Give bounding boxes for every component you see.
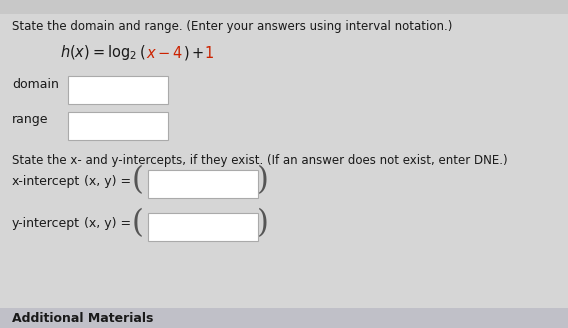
Bar xyxy=(68,76,168,104)
Text: ): ) xyxy=(257,166,269,196)
Text: $) + $: $) + $ xyxy=(183,44,204,62)
Text: Additional Materials: Additional Materials xyxy=(12,312,153,324)
Text: x-intercept: x-intercept xyxy=(12,174,80,188)
Text: (x, y) =: (x, y) = xyxy=(84,217,131,231)
Bar xyxy=(148,170,258,198)
Text: State the domain and range. (Enter your answers using interval notation.): State the domain and range. (Enter your … xyxy=(12,20,452,33)
Bar xyxy=(148,213,258,241)
Text: y-intercept: y-intercept xyxy=(12,217,80,231)
Text: range: range xyxy=(12,113,48,127)
Text: $h(x) = \log_2($: $h(x) = \log_2($ xyxy=(60,44,145,63)
Text: ): ) xyxy=(257,209,269,239)
Text: domain: domain xyxy=(12,77,59,91)
Text: $x - 4$: $x - 4$ xyxy=(145,45,183,61)
Text: (: ( xyxy=(132,166,144,196)
Bar xyxy=(0,308,568,328)
Text: $1$: $1$ xyxy=(204,45,214,61)
Text: State the x- and y-intercepts, if they exist. (If an answer does not exist, ente: State the x- and y-intercepts, if they e… xyxy=(12,154,508,167)
Bar xyxy=(0,0,568,14)
Text: (x, y) =: (x, y) = xyxy=(84,174,131,188)
Text: (: ( xyxy=(132,209,144,239)
Bar xyxy=(68,112,168,140)
